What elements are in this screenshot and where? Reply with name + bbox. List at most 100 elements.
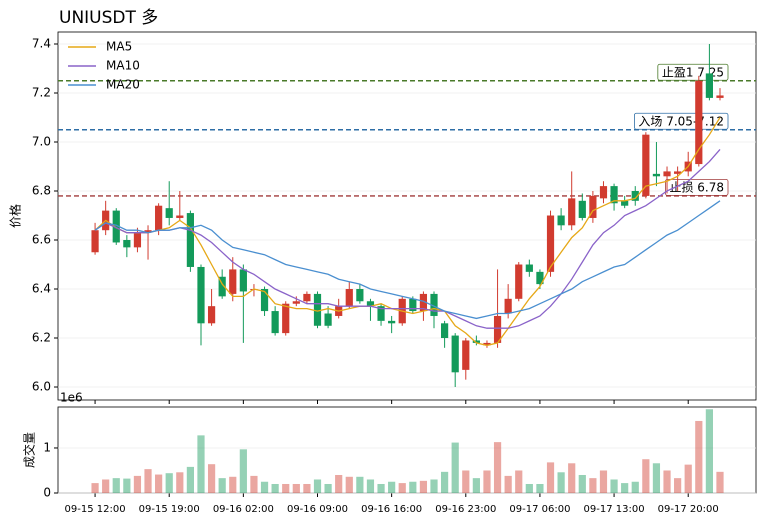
- candle-body: [282, 303, 290, 334]
- volume-bar: [292, 483, 300, 493]
- x-tick-label: 09-16 16:00: [361, 504, 422, 515]
- candle-body: [324, 313, 332, 326]
- candle-body: [123, 240, 131, 248]
- volume-bar: [303, 483, 311, 493]
- volume-bar: [430, 479, 438, 493]
- volume-frame: [57, 406, 757, 494]
- volume-bar: [441, 471, 449, 493]
- volume-bar: [282, 483, 290, 493]
- candle-body: [239, 269, 247, 292]
- x-tick-label: 09-15 19:00: [139, 504, 200, 515]
- volume-bar: [610, 479, 618, 493]
- x-tick-label: 09-17 13:00: [584, 504, 645, 515]
- legend-label: MA20: [106, 78, 140, 92]
- y-tick-label: 0: [43, 486, 51, 500]
- volume-bar: [186, 466, 194, 493]
- candle-body: [144, 230, 152, 233]
- volume-bar: [250, 475, 258, 493]
- candle-body: [303, 293, 311, 302]
- candle-body: [557, 215, 565, 226]
- y-axis-label: 价格: [8, 204, 23, 228]
- volume-bar: [483, 470, 491, 493]
- candle-body: [186, 213, 194, 267]
- volume-bar: [684, 464, 692, 493]
- y-tick-label: 6.2: [32, 331, 51, 345]
- volume-bar: [345, 476, 353, 493]
- reference-label: 止盈1 7.25: [662, 65, 724, 79]
- candle-body: [112, 210, 120, 243]
- volume-bar: [525, 483, 533, 493]
- candle-body: [642, 134, 650, 196]
- y-tick-label: 6.8: [32, 184, 51, 198]
- candle-body: [610, 186, 618, 204]
- candle-body: [695, 80, 703, 165]
- volume-bar: [621, 483, 629, 493]
- y-tick-label: 6.6: [32, 233, 51, 247]
- volume-bar: [589, 478, 597, 493]
- volume-bar: [260, 481, 269, 493]
- volume-bar: [229, 476, 237, 493]
- volume-bar: [546, 462, 555, 493]
- volume-bar: [313, 479, 322, 493]
- chart-title: UNIUSDT 多: [59, 8, 158, 28]
- volume-bar: [462, 470, 470, 493]
- offset-label: 1e6: [60, 391, 83, 405]
- volume-bar: [144, 469, 152, 493]
- y-tick-label: 7.2: [32, 86, 51, 100]
- y-tick-label: 1: [43, 440, 51, 454]
- candle-body: [578, 200, 586, 218]
- legend-label: MA10: [106, 59, 140, 73]
- candle-body: [652, 173, 661, 177]
- volume-bar: [695, 420, 703, 493]
- candle-body: [716, 95, 724, 98]
- volume-bar: [123, 478, 131, 493]
- ma-line: [94, 148, 721, 329]
- volume-bar: [536, 483, 544, 493]
- candle-body: [356, 289, 364, 302]
- candle-body: [91, 230, 99, 253]
- volume-bar: [165, 473, 173, 493]
- candle-body: [441, 323, 449, 339]
- x-tick-label: 09-16 23:00: [435, 504, 496, 515]
- y-tick-label: 6.4: [32, 282, 51, 296]
- volume-bar: [409, 481, 417, 493]
- candle-body: [133, 232, 142, 248]
- candle-body: [599, 186, 608, 199]
- candle-body: [155, 205, 163, 231]
- candle-body: [451, 335, 459, 373]
- candle-body: [525, 264, 533, 272]
- y-tick-label: 7.4: [32, 37, 51, 51]
- candle-body: [483, 342, 491, 346]
- candle-body: [430, 293, 438, 316]
- x-tick-label: 09-17 06:00: [509, 504, 570, 515]
- volume-bar: [335, 474, 343, 493]
- volume-bar: [377, 483, 385, 493]
- volume-bar: [568, 463, 576, 493]
- volume-bar: [652, 463, 661, 493]
- volume-bar: [239, 449, 247, 493]
- candle-body: [546, 215, 555, 272]
- candle-body: [493, 315, 502, 343]
- candle-body: [568, 198, 576, 226]
- candle-body: [271, 311, 279, 334]
- candle-body: [504, 298, 512, 314]
- reference-label-box: [665, 179, 729, 196]
- candle-body: [419, 293, 428, 312]
- legend-label: MA5: [106, 40, 132, 54]
- volume-bar: [176, 472, 184, 493]
- volume-bar: [705, 409, 713, 493]
- y-tick-label: 6.0: [32, 380, 51, 394]
- volume-bar: [631, 481, 639, 493]
- volume-bar: [91, 483, 99, 493]
- candle-body: [366, 301, 375, 307]
- candle-body: [218, 276, 226, 297]
- candle-body: [705, 73, 713, 98]
- candle-body: [229, 269, 237, 294]
- x-tick-label: 09-17 20:00: [658, 504, 719, 515]
- x-tick-label: 09-16 02:00: [213, 504, 274, 515]
- volume-bar: [366, 479, 375, 493]
- reference-label: 入场 7.05-7.12: [638, 114, 724, 128]
- volume-bar: [102, 479, 110, 493]
- candle-body: [631, 191, 639, 201]
